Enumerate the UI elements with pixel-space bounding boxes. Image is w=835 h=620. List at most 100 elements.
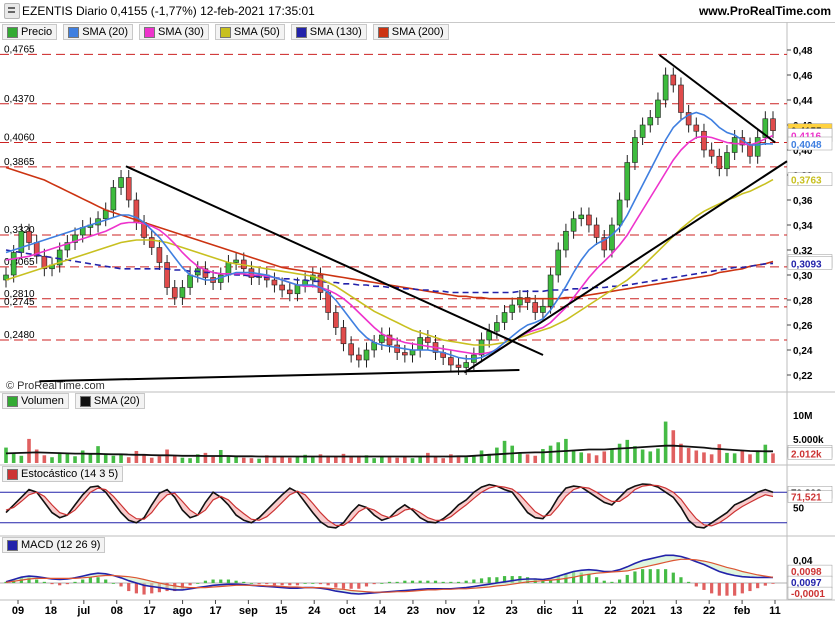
candle: [18, 230, 25, 253]
macd-histogram-bar: [641, 569, 645, 583]
level-label: 0,4765: [4, 44, 35, 55]
macd-histogram-bar: [242, 581, 246, 583]
price-legend-item[interactable]: SMA (20): [63, 24, 134, 40]
x-axis-label: feb: [734, 605, 751, 617]
volume-bar: [241, 457, 246, 463]
candle: [486, 330, 493, 341]
volume-legend-item[interactable]: SMA (20): [74, 393, 145, 409]
candle: [41, 255, 48, 270]
candle: [394, 344, 400, 353]
price-legend-item[interactable]: Precio: [2, 24, 58, 40]
volume-bar: [748, 454, 752, 463]
legend-swatch: [144, 26, 156, 38]
site-link[interactable]: www.ProRealTime.com: [698, 4, 831, 18]
legend-label: SMA (20): [93, 395, 140, 407]
volume-bar: [587, 453, 591, 463]
price-legend-item[interactable]: SMA (130): [290, 24, 367, 40]
x-axis-label: 11: [769, 605, 781, 617]
volume-bar: [533, 455, 538, 463]
macd-legend-item[interactable]: MACD (12 26 9): [2, 537, 106, 553]
candle: [754, 137, 761, 157]
legend-swatch: [7, 26, 18, 38]
price-legend-item[interactable]: SMA (50): [214, 24, 285, 40]
macd-histogram-bar: [403, 580, 407, 583]
volume-legend-item[interactable]: Volumen: [2, 393, 69, 409]
macd-histogram-bar: [633, 571, 637, 583]
x-axis-label: 09: [12, 605, 24, 617]
macd-histogram-bar: [111, 583, 115, 584]
macd-histogram-bar: [357, 583, 361, 589]
last-value-badge: [787, 490, 833, 503]
stochastic-legend-item[interactable]: Estocástico (14 3 5): [2, 466, 124, 482]
price-legend-item[interactable]: SMA (30): [139, 24, 209, 40]
price-axis-label: 0,46: [793, 71, 813, 82]
volume-bar: [264, 455, 269, 463]
volume-bar: [249, 458, 254, 463]
legend-swatch: [68, 26, 80, 38]
volume-bar: [771, 453, 775, 463]
legend-swatch: [219, 26, 231, 38]
level-label: 0,3865: [4, 157, 35, 168]
volume-bar: [11, 453, 16, 463]
macd-histogram-bar: [679, 577, 683, 583]
macd-histogram-bar: [671, 572, 675, 583]
candle: [179, 287, 186, 298]
x-axis-label: 08: [111, 605, 123, 617]
menu-icon[interactable]: [4, 3, 20, 19]
volume-bar: [287, 457, 292, 463]
macd-histogram-bar: [35, 579, 39, 583]
candle: [356, 354, 362, 361]
volume-bar: [172, 455, 177, 463]
volume-legend: Volumen SMA (20): [2, 393, 145, 409]
last-value-badge: [787, 172, 833, 186]
level-label: 0,2480: [4, 330, 35, 341]
volume-bar: [65, 453, 70, 463]
candle: [578, 214, 585, 220]
candle: [455, 364, 462, 368]
volume-bar: [640, 449, 645, 463]
macd-histogram-bar: [687, 581, 691, 583]
x-axis-label: 23: [407, 605, 419, 617]
candle: [348, 343, 354, 356]
price-legend-item[interactable]: SMA (200): [372, 24, 449, 40]
macd-histogram-bar: [81, 579, 85, 583]
volume-bar: [126, 457, 131, 463]
price-axis-label: 0,22: [793, 371, 813, 382]
x-axis-label: 13: [670, 605, 682, 617]
volume-bar: [119, 453, 123, 463]
candle: [724, 152, 730, 170]
legend-swatch: [295, 26, 307, 38]
macd-histogram-bar: [27, 577, 31, 583]
volume-bar: [395, 457, 399, 463]
last-value-label: 0,3093: [791, 259, 822, 270]
macd-histogram-bar: [464, 580, 468, 583]
macd-histogram-bar: [410, 580, 415, 583]
macd-histogram-bar: [203, 580, 208, 583]
candle: [26, 230, 32, 243]
volume-bar: [334, 456, 338, 463]
volume-bar: [725, 452, 729, 463]
volume-bar: [717, 444, 722, 463]
trendline: [658, 54, 776, 144]
volume-bar: [732, 453, 737, 463]
macd-histogram-bar: [618, 579, 622, 583]
macd-histogram-bar: [426, 580, 430, 583]
volume-sma-line: [5, 444, 773, 458]
macd-histogram-bar: [326, 583, 330, 586]
macd-histogram-bar: [349, 583, 353, 589]
candle: [171, 287, 178, 298]
volume-bar: [525, 454, 530, 463]
macd-histogram-bar: [134, 583, 138, 594]
volume-bar: [556, 442, 561, 463]
volume-bar: [280, 456, 284, 463]
stochastic-fill: [6, 484, 773, 528]
legend-label: SMA (20): [82, 26, 129, 38]
candle: [340, 327, 347, 345]
credit-text: © ProRealTime.com: [6, 380, 105, 392]
macd-histogram-bar: [395, 581, 399, 583]
price-axis-label: 0,32: [793, 246, 813, 257]
macd-histogram-bar: [449, 581, 453, 583]
sma130-line: [5, 249, 774, 294]
candle: [716, 155, 723, 170]
